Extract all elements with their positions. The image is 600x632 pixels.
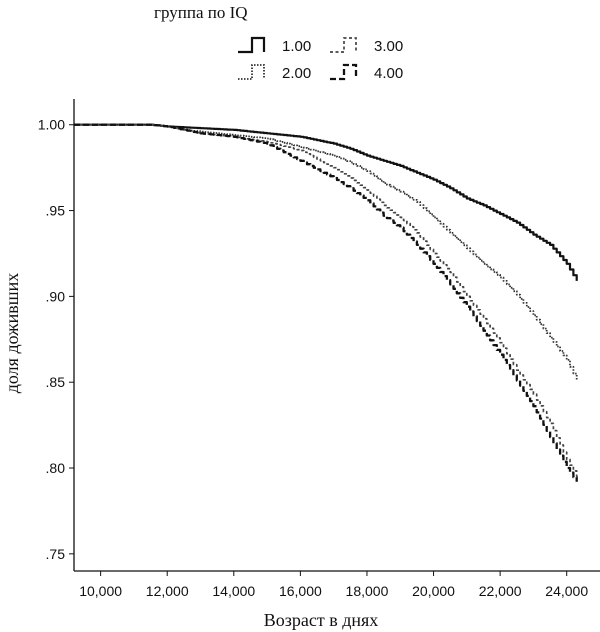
x-axis-title: Возраст в днях bbox=[264, 610, 379, 630]
y-tick-label: .85 bbox=[46, 374, 66, 390]
series-line-4.00 bbox=[74, 123, 578, 482]
y-tick-label: .90 bbox=[46, 288, 66, 304]
x-tick-label: 14,000 bbox=[212, 583, 255, 599]
y-tick-label: 1.00 bbox=[38, 117, 65, 133]
y-tick-label: .80 bbox=[46, 460, 66, 476]
x-tick-label: 12,000 bbox=[146, 583, 189, 599]
x-tick-label: 20,000 bbox=[412, 583, 455, 599]
y-ticks: .75 .80 .85 .90 .95 1.00 bbox=[38, 117, 74, 562]
legend-label-1.00: 1.00 bbox=[282, 38, 311, 55]
x-ticks: 10,000 12,000 14,000 16,000 18,000 20,000 22,0… bbox=[79, 571, 588, 599]
x-tick-label: 10,000 bbox=[79, 583, 122, 599]
y-axis-title: доля доживших bbox=[2, 273, 22, 393]
axes bbox=[73, 99, 600, 572]
series-line-3.00 bbox=[74, 123, 578, 477]
legend-label-2.00: 2.00 bbox=[282, 65, 311, 82]
legend-swatch-2.00 bbox=[238, 64, 265, 80]
x-tick-label: 18,000 bbox=[346, 583, 389, 599]
legend-swatch-3.00 bbox=[330, 37, 357, 53]
series-layer bbox=[74, 123, 578, 482]
x-tick-label: 24,000 bbox=[545, 583, 588, 599]
legend-title: группа по IQ bbox=[154, 3, 248, 22]
legend-label-4.00: 4.00 bbox=[374, 65, 403, 82]
legend-swatch-4.00 bbox=[330, 63, 358, 81]
y-tick-label: .95 bbox=[46, 203, 66, 219]
legend-swatch-1.00 bbox=[238, 36, 266, 54]
legend: группа по IQ 1.00 2.00 3.00 4.00 bbox=[154, 3, 403, 82]
series-line-1.00 bbox=[74, 123, 578, 281]
y-tick-label: .75 bbox=[46, 546, 66, 562]
x-tick-label: 16,000 bbox=[279, 583, 322, 599]
x-tick-label: 22,000 bbox=[479, 583, 522, 599]
legend-label-3.00: 3.00 bbox=[374, 38, 403, 55]
